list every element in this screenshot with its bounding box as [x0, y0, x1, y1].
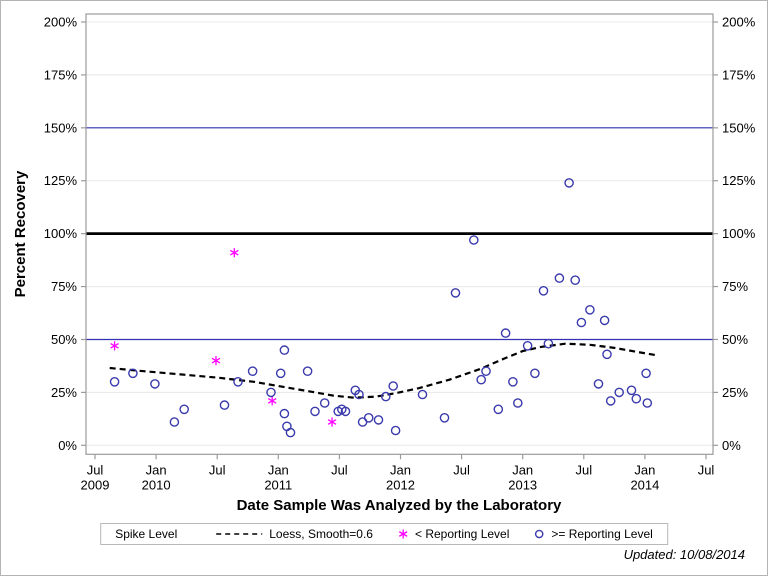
- reference-lines: [86, 127, 713, 341]
- legend-item-label: >= Reporting Level: [551, 527, 653, 541]
- svg-text:Jan: Jan: [390, 462, 411, 477]
- svg-text:2011: 2011: [264, 477, 292, 492]
- svg-text:150%: 150%: [44, 120, 78, 135]
- svg-text:75%: 75%: [722, 279, 748, 294]
- legend-item-below-reporting: < Reporting Level: [397, 527, 509, 541]
- legend-item-label: < Reporting Level: [414, 527, 510, 541]
- svg-text:Jul: Jul: [698, 462, 715, 477]
- svg-text:0%: 0%: [58, 438, 77, 453]
- svg-text:Jul: Jul: [331, 462, 348, 477]
- svg-text:Jul: Jul: [575, 462, 592, 477]
- legend-item-above-reporting: >= Reporting Level: [533, 527, 653, 541]
- svg-text:50%: 50%: [722, 332, 748, 347]
- dashed-line-icon: [216, 533, 263, 535]
- svg-text:Jan: Jan: [268, 462, 289, 477]
- svg-text:2009: 2009: [81, 477, 110, 492]
- svg-text:Jul: Jul: [87, 462, 104, 477]
- svg-text:Jul: Jul: [453, 462, 470, 477]
- svg-text:125%: 125%: [722, 173, 756, 188]
- svg-text:200%: 200%: [44, 15, 78, 30]
- recovery-chart: 0% 0% 25% 25% 50% 50% 75% 75% 100% 100% 125% 125% 15…: [12, 13, 756, 514]
- svg-text:125%: 125%: [44, 173, 78, 188]
- svg-text:2010: 2010: [142, 477, 171, 492]
- scatter-above-reporting-level: [109, 178, 653, 438]
- asterisk-marker-icon: [398, 529, 408, 539]
- svg-text:Jan: Jan: [512, 462, 533, 477]
- svg-text:200%: 200%: [722, 15, 756, 30]
- svg-text:2014: 2014: [630, 477, 659, 492]
- svg-text:100%: 100%: [44, 226, 78, 241]
- svg-text:0%: 0%: [722, 438, 741, 453]
- svg-text:175%: 175%: [722, 67, 756, 82]
- x-axis-title: Date Sample Was Analyzed by the Laborato…: [237, 497, 562, 514]
- y-axis-title: Percent Recovery: [12, 170, 29, 297]
- y-axis-ticks: 0% 0% 25% 25% 50% 50% 75% 75% 100% 100% 125% 125% 15…: [44, 15, 756, 453]
- legend: Spike Level Loess, Smooth=0.6 < Reportin…: [100, 523, 668, 545]
- svg-text:2013: 2013: [508, 477, 537, 492]
- svg-text:Jul: Jul: [209, 462, 226, 477]
- svg-text:Jan: Jan: [146, 462, 167, 477]
- legend-item-label: Loess, Smooth=0.6: [269, 527, 373, 541]
- svg-text:175%: 175%: [44, 67, 78, 82]
- svg-text:2012: 2012: [386, 477, 415, 492]
- legend-title: Spike Level: [115, 527, 178, 541]
- svg-text:100%: 100%: [722, 226, 756, 241]
- circle-marker-icon: [535, 529, 544, 539]
- loess-curve: [109, 342, 658, 399]
- legend-item-loess: Loess, Smooth=0.6: [215, 527, 373, 541]
- svg-text:Jan: Jan: [634, 462, 655, 477]
- svg-text:25%: 25%: [51, 385, 77, 400]
- svg-text:25%: 25%: [722, 385, 748, 400]
- updated-timestamp: Updated: 10/08/2014: [623, 547, 745, 562]
- scatter-below-reporting-level: [110, 248, 337, 427]
- svg-text:150%: 150%: [722, 120, 756, 135]
- svg-text:50%: 50%: [51, 332, 77, 347]
- chart-plot-area: 0% 0% 25% 25% 50% 50% 75% 75% 100% 100% 125% 125% 15…: [44, 13, 756, 492]
- svg-text:75%: 75%: [51, 279, 77, 294]
